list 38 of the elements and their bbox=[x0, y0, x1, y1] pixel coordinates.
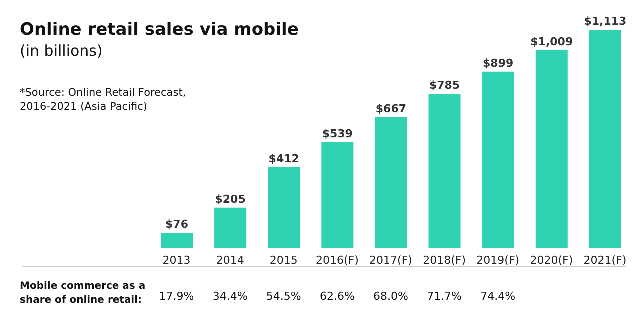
bar bbox=[428, 94, 461, 248]
text: 74.4% bbox=[480, 290, 517, 303]
text: 68.0% bbox=[372, 290, 410, 303]
text: Mobile commerce as a share of online retail: bbox=[20, 281, 146, 306]
text: 71.7% bbox=[426, 290, 464, 303]
bar bbox=[536, 50, 568, 248]
data-label: $412 bbox=[268, 152, 300, 166]
data-label: $1,009 bbox=[530, 35, 574, 48]
text: 62.6% bbox=[318, 290, 356, 303]
x-tick-label: 2014 bbox=[216, 254, 244, 267]
bar bbox=[268, 167, 300, 248]
data-label: $1,113 bbox=[584, 15, 627, 28]
text: 54.5% bbox=[265, 290, 302, 303]
bar bbox=[482, 72, 514, 248]
text: 17.9% bbox=[158, 290, 196, 303]
data-label: $205 bbox=[215, 192, 246, 206]
data-label: $785 bbox=[429, 79, 460, 92]
x-tick-label: 2017(F) bbox=[370, 254, 412, 267]
x-tick-label: 2021(F) bbox=[584, 254, 627, 267]
bar bbox=[322, 142, 354, 248]
text: 34.4% bbox=[212, 290, 249, 303]
bar bbox=[589, 30, 622, 248]
x-tick-label: 2013 bbox=[162, 254, 191, 267]
x-tick-label: 2015 bbox=[270, 254, 298, 267]
data-label: $539 bbox=[322, 127, 353, 140]
bar bbox=[161, 233, 193, 248]
data-label: $76 bbox=[166, 218, 189, 232]
bar bbox=[214, 208, 247, 248]
x-tick-label: 2020(F) bbox=[530, 254, 574, 267]
x-tick-label: 2018(F) bbox=[423, 254, 466, 267]
data-label: $899 bbox=[483, 56, 514, 70]
x-tick-label: 2019(F) bbox=[476, 254, 520, 267]
text: (in billions) bbox=[20, 42, 103, 60]
chart-title: Online retail sales via mobile bbox=[20, 20, 299, 40]
annotation: *Source: Online Retail Forecast, 2016-2021 (Asia Pacific) bbox=[20, 86, 188, 114]
data-label: $667 bbox=[376, 102, 407, 116]
bar bbox=[375, 117, 408, 248]
x-tick-label: 2016(F) bbox=[316, 254, 359, 267]
